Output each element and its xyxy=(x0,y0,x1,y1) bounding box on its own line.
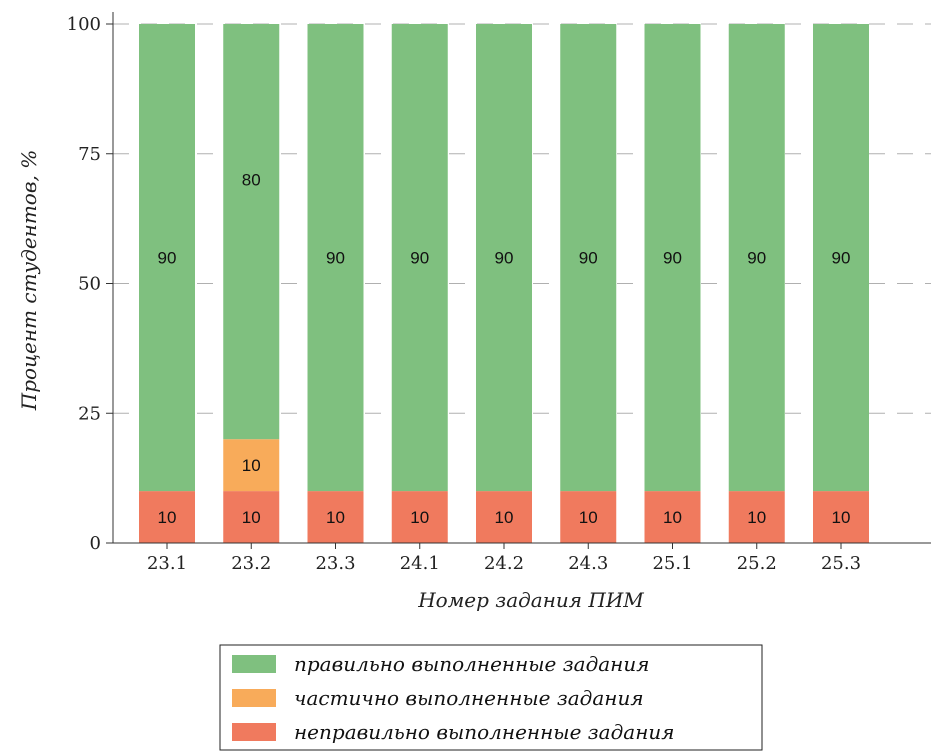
bar-value-label: 10 xyxy=(832,508,851,527)
legend-entry-label: неправильно выполненные задания xyxy=(294,720,675,744)
bar-segment xyxy=(644,491,701,543)
bar-value-label: 10 xyxy=(158,508,177,527)
x-tick-label: 24.3 xyxy=(568,553,608,574)
bar-segment xyxy=(813,24,869,492)
y-tick-label: 0 xyxy=(90,533,101,554)
x-tick-label: 23.3 xyxy=(315,553,355,574)
bar-segment xyxy=(560,491,617,543)
bar-segment xyxy=(476,24,532,492)
bar-value-label: 90 xyxy=(832,249,851,268)
legend-box xyxy=(219,644,763,751)
x-tick-label: 24.1 xyxy=(400,553,440,574)
bar-value-label: 90 xyxy=(326,249,345,268)
bar-segment xyxy=(728,24,785,492)
x-axis-title: Номер задания ПИМ xyxy=(417,588,644,612)
bar-value-label: 10 xyxy=(410,508,429,527)
y-tick-label: 75 xyxy=(78,144,101,165)
bar-segment xyxy=(307,491,364,543)
bar-value-label: 90 xyxy=(158,249,177,268)
x-tick-label: 24.2 xyxy=(484,553,524,574)
x-tick-label: 25.3 xyxy=(821,553,861,574)
legend-entry-label: правильно выполненные задания xyxy=(294,652,649,676)
x-tick-label: 23.1 xyxy=(147,553,187,574)
bar-segment xyxy=(223,491,280,543)
bar-segment xyxy=(223,24,280,440)
bar-segment xyxy=(813,491,869,543)
bar-value-label: 10 xyxy=(747,508,766,527)
bar-value-label: 90 xyxy=(410,249,429,268)
bars: 10 90 10 10 80 10 90 10 90 10 90 10 90 10 90 10 90 10 90 xyxy=(139,24,869,543)
y-tick-label: 25 xyxy=(78,403,101,424)
bar-value-label: 10 xyxy=(242,456,261,475)
grid-lines xyxy=(113,23,931,414)
legend-entry-label: частично выполненные задания xyxy=(294,686,644,710)
bar-value-label: 80 xyxy=(242,171,261,190)
bar-segment xyxy=(728,491,785,543)
axes: 0 25 50 75 100 23.1 23.2 23.3 24.1 24.2 24.3 25.1 25… xyxy=(67,12,931,574)
bar-segment xyxy=(391,491,448,543)
bar-segment xyxy=(139,491,195,543)
bar-value-label: 10 xyxy=(242,508,261,527)
y-axis-title: Процент студентов, % xyxy=(17,150,41,411)
legend: правильно выполненные задания частично вы… xyxy=(219,644,763,751)
bar-value-label: 10 xyxy=(579,508,598,527)
bar-value-label: 90 xyxy=(663,249,682,268)
bar-value-label: 10 xyxy=(663,508,682,527)
bar-value-label: 90 xyxy=(579,249,598,268)
x-tick-label: 25.2 xyxy=(737,553,777,574)
y-tick-label: 50 xyxy=(78,274,101,295)
bar-segment xyxy=(644,24,701,492)
bar-segment xyxy=(223,439,280,492)
bar-segment xyxy=(139,24,195,492)
x-tick-label: 23.2 xyxy=(231,553,271,574)
legend-swatch xyxy=(232,689,276,707)
bar-value-label: 90 xyxy=(495,249,514,268)
bar-value-label: 90 xyxy=(747,249,766,268)
x-tick-label: 25.1 xyxy=(652,553,692,574)
bar-segment xyxy=(560,24,617,492)
y-tick-label: 100 xyxy=(67,14,101,35)
bar-value-label: 10 xyxy=(495,508,514,527)
bar-value-label: 10 xyxy=(326,508,345,527)
legend-swatch xyxy=(232,655,276,673)
legend-swatch xyxy=(232,723,276,741)
bar-segment xyxy=(307,24,364,492)
bar-segment xyxy=(391,24,448,492)
bar-segment xyxy=(476,491,532,543)
